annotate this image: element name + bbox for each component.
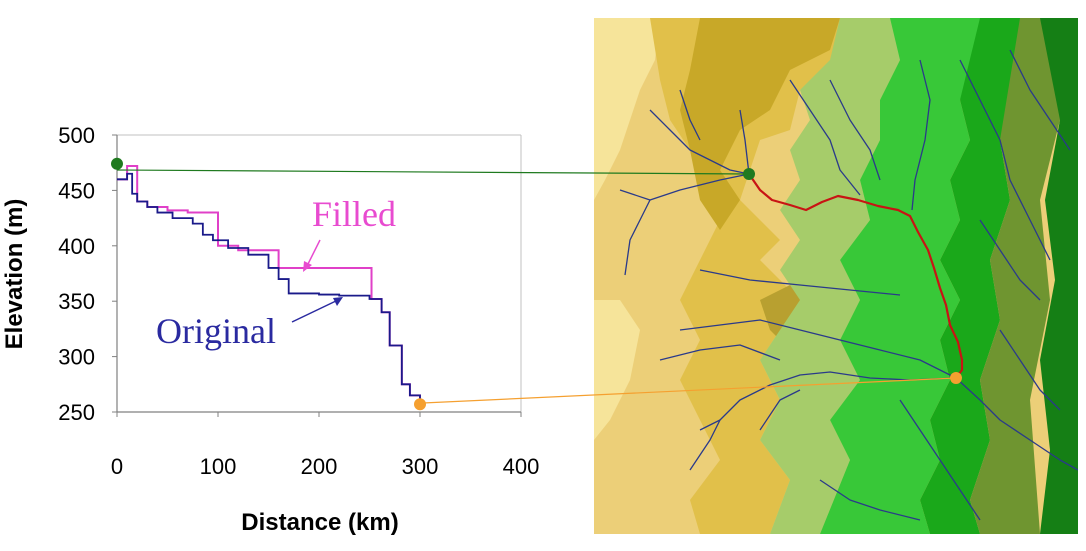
stream <box>759 389 801 431</box>
stream <box>624 199 651 276</box>
y-tick-label: 500 <box>58 123 95 148</box>
stream <box>911 59 931 211</box>
stream-network <box>619 49 1078 521</box>
stream <box>659 344 781 361</box>
map-end-marker <box>950 372 962 384</box>
terrain-band-dark-gold <box>680 18 840 230</box>
plot-area <box>116 134 522 413</box>
stream <box>619 173 750 201</box>
stream <box>649 109 750 175</box>
annotation-original-arrow <box>291 299 339 323</box>
y-tick-label: 400 <box>58 234 95 259</box>
stream <box>979 219 1041 301</box>
x-tick-label: 0 <box>111 454 123 479</box>
terrain-band-light-green <box>760 18 900 534</box>
annotation-original: Original <box>156 311 276 351</box>
stream <box>679 89 701 141</box>
y-tick-label: 450 <box>58 178 95 203</box>
x-tick-labels: 0 100 200 300 400 <box>111 412 539 479</box>
main-river-path <box>748 173 964 379</box>
series-line-original <box>117 172 421 399</box>
y-tick-label: 350 <box>58 289 95 314</box>
stream <box>1009 49 1071 151</box>
x-tick-label: 300 <box>402 454 439 479</box>
start-connector-line <box>116 169 750 175</box>
x-tick-label: 200 <box>301 454 338 479</box>
series-lines <box>117 165 421 399</box>
terrain-map <box>594 18 1078 534</box>
stream <box>819 479 921 521</box>
y-tick-label: 250 <box>58 400 95 425</box>
terrain-band-green <box>820 18 990 534</box>
stream <box>959 59 1051 261</box>
end-marker <box>414 398 426 411</box>
stream <box>955 377 1078 471</box>
markers <box>111 157 962 411</box>
terrain-band-olive-green <box>970 18 1060 534</box>
x-axis-title: Distance (km) <box>241 509 398 536</box>
start-marker <box>111 157 123 170</box>
stream <box>999 329 1061 411</box>
stream <box>679 319 957 379</box>
stream <box>789 79 861 196</box>
stream <box>899 399 981 521</box>
stream <box>689 371 957 471</box>
stream <box>699 419 721 431</box>
stream <box>829 79 881 181</box>
annotation-filled: Filled <box>312 194 396 234</box>
stream <box>699 269 901 296</box>
map-start-marker <box>743 168 755 180</box>
y-axis-title: Elevation (m) <box>1 199 28 350</box>
annotation-filled-arrowhead <box>303 261 312 272</box>
y-tick-labels: 250 300 350 400 450 500 <box>58 123 117 425</box>
x-tick-label: 400 <box>503 454 540 479</box>
end-connector-line <box>422 377 957 404</box>
terrain-band-pale <box>594 18 660 200</box>
x-tick-label: 100 <box>200 454 237 479</box>
y-tick-label: 300 <box>58 345 95 370</box>
terrain-band-pale-south <box>594 300 640 440</box>
stream <box>739 109 750 175</box>
annotation-original-arrowhead <box>333 297 343 306</box>
terrain-band-mid-green <box>920 18 1030 534</box>
